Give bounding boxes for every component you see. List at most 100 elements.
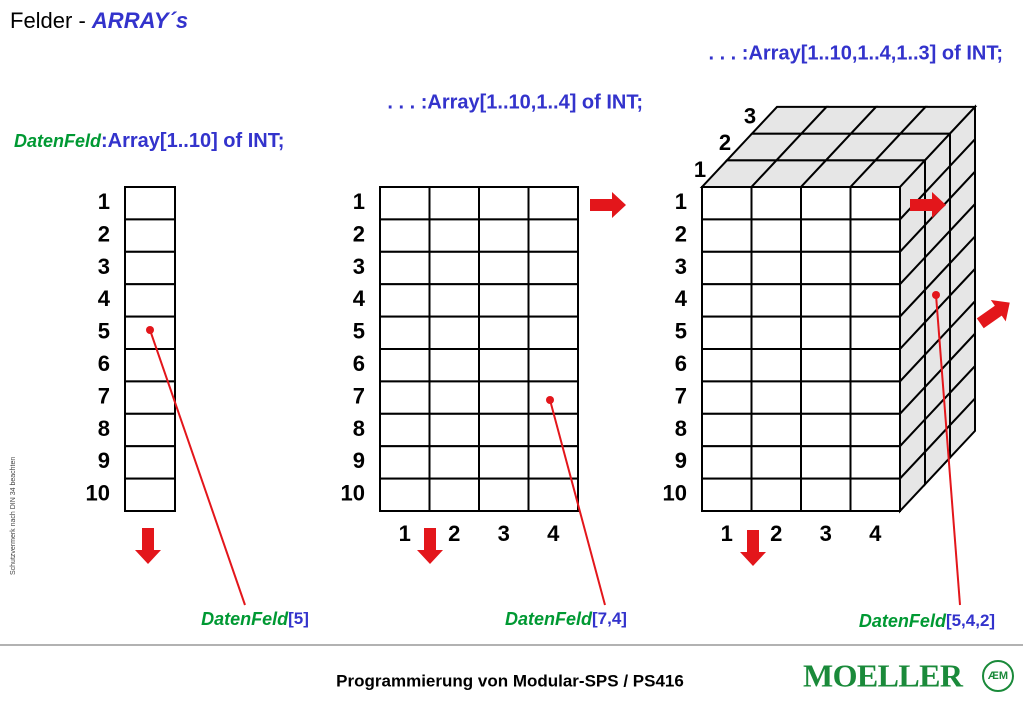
row-label: 3 (675, 254, 687, 279)
row-label: 5 (98, 319, 110, 344)
row-label: 7 (98, 383, 110, 408)
red-arrow (135, 528, 161, 564)
pointer-dot (546, 396, 554, 404)
cell (124, 186, 176, 221)
title-text: Felder - (10, 8, 92, 33)
row-label: 6 (675, 351, 687, 376)
red-arrow (976, 300, 1010, 329)
cell (701, 380, 753, 415)
decl1-text: :Array[1..10] of INT; (101, 130, 284, 152)
cell (379, 315, 431, 351)
cell (124, 380, 176, 415)
cell (800, 445, 852, 480)
cell (750, 380, 802, 415)
cell (124, 283, 176, 318)
element-name: DatenFeld (201, 609, 289, 629)
depth-label: 2 (719, 130, 731, 155)
row-label: 6 (98, 351, 110, 376)
cell (800, 348, 852, 383)
cell (527, 348, 579, 383)
cell (428, 218, 480, 253)
decl2: . . . :Array[1..10,1..4] of INT; (387, 91, 643, 113)
element-name: DatenFeld (505, 609, 593, 629)
cell (849, 348, 901, 383)
row-label: 2 (675, 221, 687, 246)
cell (750, 445, 802, 480)
cell (800, 315, 852, 351)
title-em: ARRAY´s (91, 8, 188, 33)
cell (428, 315, 480, 351)
cell (124, 250, 176, 286)
row-label: 8 (353, 416, 365, 441)
cell (478, 380, 530, 415)
cell (124, 348, 176, 383)
cell (701, 283, 753, 318)
cell (478, 315, 530, 351)
cell (849, 445, 901, 480)
red-arrow (590, 192, 626, 218)
cell (527, 218, 579, 253)
cell (124, 477, 176, 513)
logo-mark (982, 660, 1014, 692)
cell (379, 477, 431, 513)
cell (428, 186, 480, 221)
element-index: [5] (288, 609, 309, 628)
red-arrow (740, 530, 766, 566)
row-label: 8 (98, 416, 110, 441)
row-label: 10 (86, 481, 110, 506)
cell (849, 315, 901, 351)
cell (800, 250, 852, 286)
cell (701, 445, 753, 480)
cell (800, 218, 852, 253)
cell (478, 250, 530, 286)
cell (379, 380, 431, 415)
row-label: 9 (353, 448, 365, 473)
title: Felder - ARRAY´s (10, 8, 188, 33)
cell (701, 250, 753, 286)
row-label: 6 (353, 351, 365, 376)
logo-mark-text: ÆM (988, 670, 1008, 682)
row-label: 4 (98, 286, 111, 311)
cell (478, 412, 530, 448)
row-label: 3 (353, 254, 365, 279)
row-label: 7 (675, 383, 687, 408)
cell (379, 186, 431, 221)
row-label: 5 (353, 319, 365, 344)
cell (849, 218, 901, 253)
row-label: 7 (353, 383, 365, 408)
cell (428, 445, 480, 480)
decl1-name: DatenFeld (14, 131, 102, 151)
row-label: 1 (353, 189, 365, 214)
footer-text: Programmierung von Modular-SPS / PS416 (336, 671, 684, 690)
cell (478, 186, 530, 221)
cell (379, 445, 431, 480)
cell (701, 477, 753, 513)
depth-label: 1 (694, 157, 706, 182)
row-label: 8 (675, 416, 687, 441)
cell (800, 186, 852, 221)
cell (428, 477, 480, 513)
red-arrow (417, 528, 443, 564)
cell (750, 412, 802, 448)
cell (527, 477, 579, 513)
side-note: Schutzvermerk nach DIN 34 beachten (10, 457, 17, 575)
cell (379, 412, 431, 448)
cell (527, 412, 579, 448)
cell (478, 218, 530, 253)
side-cell (949, 395, 976, 461)
cell (428, 348, 480, 383)
cell (379, 250, 431, 286)
col-label: 4 (869, 521, 882, 546)
cell (849, 412, 901, 448)
cell (701, 412, 753, 448)
pointer-line (935, 294, 961, 606)
cell (750, 186, 802, 221)
col-label: 3 (498, 521, 510, 546)
cell (750, 250, 802, 286)
row-label: 3 (98, 254, 110, 279)
cell (527, 315, 579, 351)
cell (750, 348, 802, 383)
element-label: DatenFeld[5,4,2] (859, 611, 995, 631)
row-label: 4 (353, 286, 366, 311)
